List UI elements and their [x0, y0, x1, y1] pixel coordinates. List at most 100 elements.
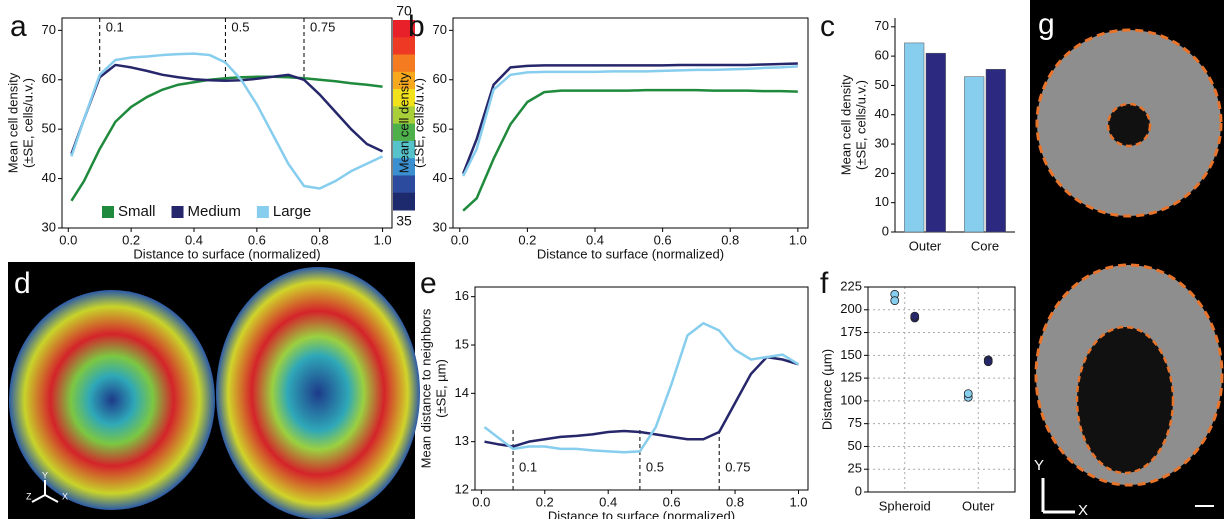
y-tick-label: 100 — [840, 392, 862, 407]
y-tick-label: 70 — [42, 22, 56, 37]
y-tick-label: 14 — [455, 385, 469, 400]
dot — [910, 311, 920, 321]
y-axis-label: Mean cell density — [5, 72, 20, 173]
panel-label: a — [10, 10, 27, 43]
series-line — [461, 62, 798, 175]
colorbar-max: 70 — [396, 3, 412, 19]
x-tick-label: Spheroid — [879, 498, 931, 513]
annotation-label: 0.5 — [646, 459, 664, 474]
y-axis-label: (±SE, cells/u.v.) — [20, 78, 35, 168]
y-tick-label: 12 — [455, 481, 469, 496]
x-tick-label: 0.8 — [721, 232, 739, 247]
colorbar-cell — [393, 123, 415, 142]
dot — [890, 296, 900, 306]
y-tick-label: 10 — [875, 194, 889, 209]
series-line — [462, 88, 798, 212]
colorbar-cell — [393, 54, 415, 73]
series-line — [70, 63, 384, 155]
legend-label: Small — [118, 203, 156, 220]
panel-label: b — [408, 10, 425, 43]
colorbar-cell — [393, 37, 415, 56]
annotation-label: 0.1 — [106, 19, 124, 34]
dot — [983, 357, 993, 367]
x-tick-label: 0.0 — [451, 232, 469, 247]
y-tick-label: 70 — [875, 18, 889, 33]
x-axis-label: Distance to surface (normalized) — [548, 508, 735, 519]
x-tick-label: 0.6 — [654, 232, 672, 247]
axis-label: Z — [26, 491, 32, 501]
bar — [904, 42, 925, 233]
colorbar-cell — [393, 192, 415, 211]
x-tick-label: 1.0 — [374, 232, 392, 247]
x-axis-label: Distance to surface (normalized) — [133, 246, 320, 261]
y-tick-label: 225 — [840, 278, 862, 293]
legend-label: Large — [273, 203, 311, 220]
x-tick-label: 0.4 — [586, 232, 604, 247]
y-axis-label: (±SE, cells/u.v.) — [411, 78, 426, 168]
y-tick-label: 25 — [848, 461, 862, 476]
x-tick-label: 0.6 — [248, 232, 266, 247]
colorbar-cell — [393, 71, 415, 90]
x-tick-label: Outer — [962, 498, 995, 513]
plot-frame — [867, 286, 1016, 493]
y-tick-label: 60 — [42, 71, 56, 86]
colorbar-cell — [393, 89, 415, 107]
series-line — [484, 355, 799, 448]
y-tick-label: 70 — [433, 22, 447, 37]
axis-label: Y — [42, 470, 48, 480]
y-axis-label: Mean cell density — [396, 72, 411, 173]
y-tick-label: 60 — [433, 71, 447, 86]
panel-label: f — [820, 267, 829, 300]
y-tick-label: 50 — [433, 121, 447, 136]
y-tick-label: 13 — [455, 433, 469, 448]
panel-d-image: d Z Y X — [8, 262, 420, 519]
x-tick-label: 0.8 — [311, 232, 329, 247]
annotation-label: 0.75 — [725, 459, 750, 474]
y-tick-label: 150 — [840, 347, 862, 362]
y-axis-label: Mean distance to neighbors — [418, 308, 433, 468]
x-tick-label: Core — [971, 238, 999, 253]
plot-frame — [474, 286, 809, 491]
y-tick-label: 75 — [848, 415, 862, 430]
plot-frame — [61, 17, 393, 229]
bar — [925, 52, 946, 233]
y-tick-label: 200 — [840, 301, 862, 316]
series-line — [483, 322, 800, 454]
x-tick-label: 0.0 — [59, 232, 77, 247]
y-tick-label: 16 — [455, 288, 469, 303]
y-axis-label: Mean cell density — [838, 74, 853, 175]
series-line — [70, 52, 384, 190]
y-tick-label: 40 — [42, 170, 56, 185]
y-tick-label: 125 — [840, 370, 862, 385]
x-axis-label: Distance to surface (normalized) — [537, 246, 724, 261]
x-tick-label: Outer — [909, 238, 942, 253]
colorbar-min: 35 — [396, 213, 412, 229]
panel-label: g — [1038, 8, 1055, 41]
x-tick-label: 0.4 — [185, 232, 203, 247]
annotation-label: 0.1 — [519, 459, 537, 474]
x-tick-label: 0.2 — [536, 494, 554, 509]
y-tick-label: 40 — [433, 170, 447, 185]
legend-label: Medium — [188, 203, 241, 220]
series-line — [462, 65, 798, 177]
colorbar-cell — [393, 175, 415, 194]
y-axis-label: (±SE, µm) — [433, 359, 448, 418]
axis-label: X — [1078, 502, 1088, 519]
y-tick-label: 175 — [840, 324, 862, 339]
x-tick-label: 0.8 — [726, 494, 744, 509]
x-tick-label: 1.0 — [789, 494, 807, 509]
y-tick-label: 0 — [855, 483, 862, 498]
x-tick-label: 0.0 — [472, 494, 490, 509]
bar — [985, 69, 1006, 233]
y-tick-label: 0 — [882, 223, 889, 238]
x-tick-label: 0.2 — [122, 232, 140, 247]
y-tick-label: 15 — [455, 336, 469, 351]
colorbar-cell — [393, 140, 415, 159]
legend-swatch — [256, 206, 269, 218]
axis-label: X — [62, 491, 68, 501]
legend-swatch — [102, 206, 114, 218]
x-tick-label: 1.0 — [789, 232, 807, 247]
y-tick-label: 50 — [875, 77, 889, 92]
colorbar-cell — [393, 106, 415, 125]
